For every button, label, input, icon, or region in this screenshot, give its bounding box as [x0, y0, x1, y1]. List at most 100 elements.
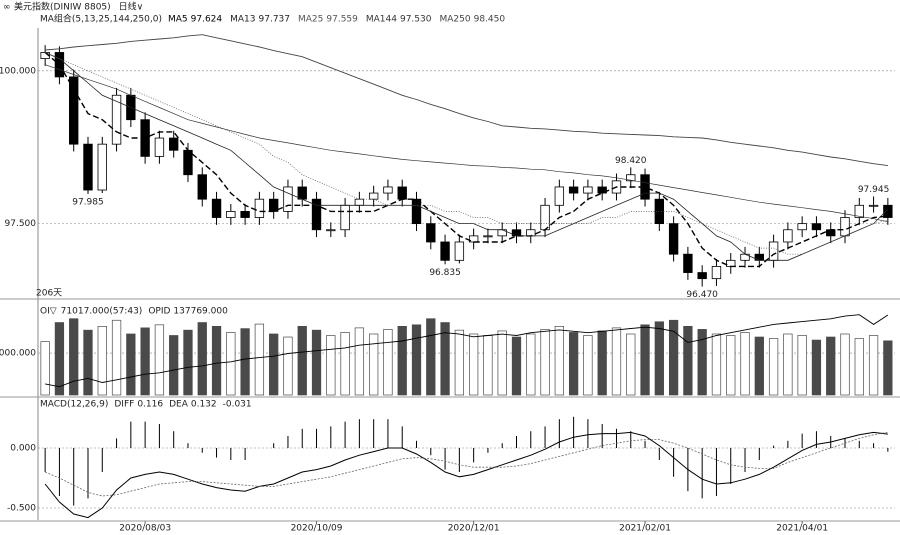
low-label: 96.835 [429, 268, 461, 278]
volume-bar [740, 332, 750, 396]
candle-body [268, 198, 279, 212]
volume-bar [454, 329, 464, 396]
volume-bar [111, 319, 122, 396]
candle-body [797, 223, 807, 231]
candle-body [326, 229, 336, 232]
legend-value: 98.450 [474, 15, 506, 25]
volume-bar [83, 329, 93, 396]
volume-bar [126, 333, 136, 396]
candle-body [597, 186, 607, 194]
candle-body [440, 241, 450, 261]
candle-body [254, 198, 265, 218]
volume-bar [568, 332, 579, 396]
title: 美元指数(DINIW 8805) [14, 1, 111, 13]
candle-body [697, 272, 707, 280]
volume-bar [783, 333, 793, 396]
candle-body [626, 174, 636, 182]
ma-line [45, 34, 888, 167]
volume-bar [554, 326, 564, 396]
x-tick-label: 2021/04/01 [776, 524, 828, 534]
legend-value: 97.559 [326, 15, 358, 25]
candle-body [483, 235, 493, 238]
y-tick-label: 97.500 [5, 219, 37, 229]
candle-body [683, 253, 693, 273]
volume-bar [711, 333, 722, 396]
candle-body [311, 198, 322, 231]
volume-bar [397, 326, 407, 396]
macd-title: MACD(12,26,9) [40, 400, 108, 410]
dea-name: DEA [169, 400, 189, 410]
volume-bar [883, 340, 893, 396]
opid-value: 137769.000 [173, 307, 228, 317]
legend-value: 97.737 [259, 15, 291, 25]
days-label: 206天 [36, 289, 62, 299]
candle-body [411, 198, 422, 225]
volume-bar [283, 336, 293, 396]
candle-body [154, 137, 165, 157]
ma-line [44, 52, 888, 255]
candle-body [354, 198, 365, 206]
ma-line [44, 51, 888, 268]
candle-body [854, 204, 864, 218]
candle-body [297, 186, 307, 200]
period: 日线∨ [119, 1, 144, 13]
candle-body [69, 76, 79, 145]
legend-name: MA5 [168, 15, 188, 25]
volume-bar [754, 336, 764, 396]
candle-body [583, 186, 593, 194]
high-label: 97.945 [858, 185, 890, 195]
opid-name: OPID [148, 307, 170, 317]
volume-bar [154, 324, 165, 396]
volume-bar [583, 335, 593, 396]
volume-bar [826, 336, 836, 396]
y-tick-label: -0.500 [7, 504, 36, 514]
legend-name: MA13 [230, 15, 255, 25]
ma-legend-title: MA组合(5,13,25,144,250,0) [40, 13, 162, 25]
link-icon: ∞ [3, 3, 11, 13]
volume-bar [483, 335, 493, 396]
volume-bar [183, 329, 193, 396]
candle-body [554, 186, 565, 206]
volume-bar [54, 322, 65, 396]
dea-value: 0.132 [191, 400, 217, 410]
volume-bar [497, 330, 507, 396]
candle-body [226, 211, 236, 218]
candle-body [711, 266, 722, 280]
candle-body [397, 186, 407, 200]
macd-value: -0.031 [223, 400, 252, 410]
candle-body [169, 137, 179, 151]
volume-bar [340, 332, 350, 396]
oi-header: 71017.000(57:43) [61, 307, 143, 317]
candle-body [240, 211, 250, 218]
volume-bar [240, 328, 250, 396]
low-label: 96.470 [686, 290, 718, 300]
oi-line [45, 314, 889, 388]
high-label: 98.420 [615, 156, 647, 166]
volume-bar [683, 326, 693, 396]
volume-bar [797, 335, 807, 396]
volume-bar [140, 327, 150, 396]
volume-bar [269, 333, 279, 396]
volume-bar [426, 318, 436, 396]
legend-name: MA250 [439, 15, 470, 25]
volume-bar [540, 329, 550, 396]
volume-bar [97, 326, 107, 396]
candle-body [840, 217, 850, 237]
candle-body [211, 198, 222, 218]
low-label: 97.985 [72, 197, 104, 207]
candle-body [768, 241, 779, 261]
candle-body [368, 192, 379, 200]
candle-body [783, 229, 793, 243]
legend-name: MA25 [298, 15, 323, 25]
volume-bar [297, 326, 307, 396]
volume-bar [440, 322, 450, 396]
candle-body [111, 94, 122, 145]
candle-body [426, 223, 436, 243]
volume-bar [311, 329, 322, 396]
volume-bar [811, 339, 822, 396]
ma-line [44, 64, 888, 223]
volume-bar [768, 338, 779, 396]
volume-bar [40, 341, 50, 396]
legend-name: MA144 [366, 15, 397, 25]
